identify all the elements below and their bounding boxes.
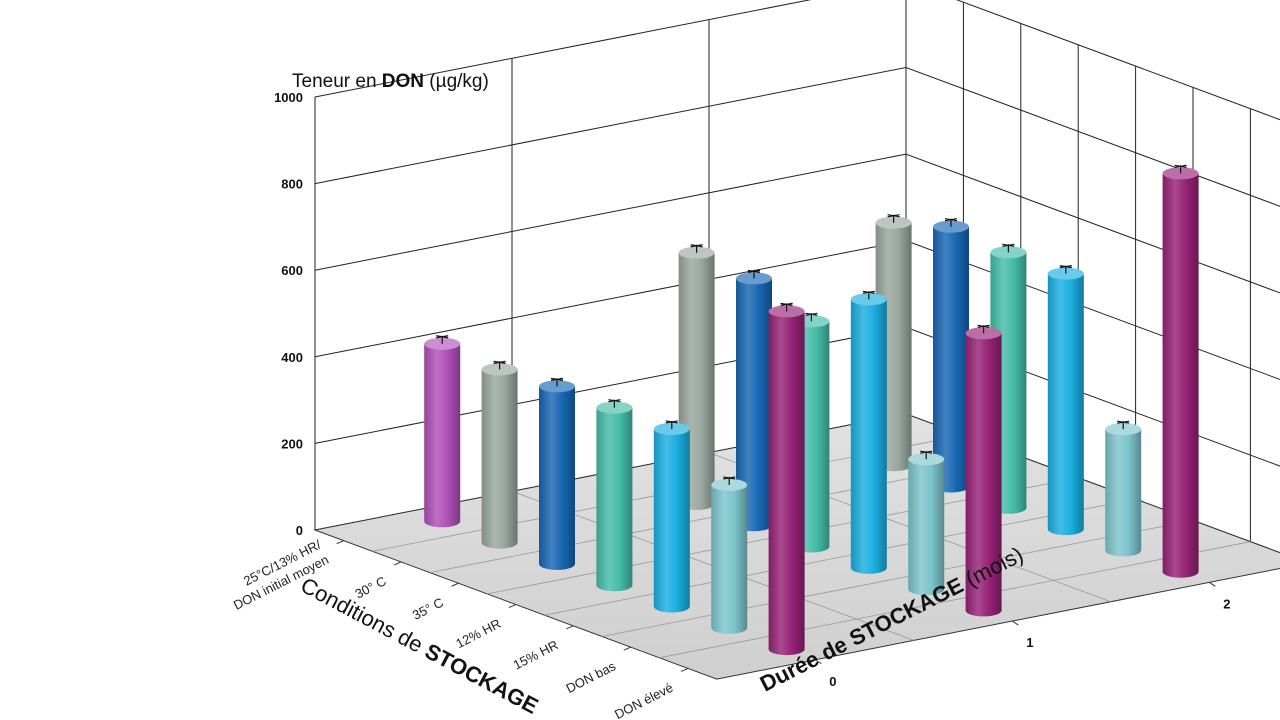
bars [424,164,1199,656]
category-label: 35° C [410,595,446,623]
bar-body [965,333,1002,617]
category-label: 15% HR [511,637,561,672]
bar-body [768,311,805,656]
bar [908,450,945,596]
error-cap [1174,164,1187,168]
bar [481,360,518,549]
category-tick [680,667,689,672]
bar-body [1162,173,1199,578]
month-label: 0 [829,674,836,689]
z-tick-label: 0 [296,523,303,538]
error-cap [690,244,703,248]
bar-body [711,484,748,634]
z-tick-label: 800 [281,177,303,192]
bar-top [990,246,1027,259]
floor-gridline [544,498,1136,616]
error-cap [862,290,875,294]
bar-body [424,343,461,528]
bar-body [908,459,945,596]
error-cap [747,269,761,273]
month-labels: 0 1 2 [815,581,1231,689]
bar [539,377,575,570]
error-cap [550,377,564,381]
bar-body [933,226,969,493]
category-label: 12% HR [453,616,503,651]
error-cap [436,335,449,339]
error-cap [1059,265,1072,269]
month-label: 2 [1223,596,1230,611]
bar [933,218,969,493]
bar [736,269,772,532]
error-cap [723,476,736,480]
floor-gridline [659,541,1251,659]
category-tick [566,625,574,630]
bar-body [1047,273,1084,536]
bar-body [596,407,633,592]
floor-gridline [601,520,1194,637]
error-cap [1117,420,1130,424]
z-tick-label: 400 [281,350,303,365]
bar-body [653,428,690,613]
category-tick [623,646,631,651]
bar [850,290,887,574]
bar [965,324,1002,617]
bar-body [736,278,772,532]
bar-body [539,386,575,570]
category-label: DON bas [564,658,619,696]
error-cap [608,399,621,403]
error-cap [977,324,990,328]
z-tick-label: 1000 [274,90,303,105]
bar [653,420,690,613]
month-tick [1209,581,1216,587]
tick-labels: 0 200 400 600 800 1000 [274,90,303,538]
bar [1105,420,1142,557]
bar-body [481,369,518,549]
bar [711,476,748,634]
bar [424,335,461,528]
bar-body [1105,429,1142,557]
bar [596,399,633,592]
bar [768,302,805,656]
category-tick [508,604,517,609]
bar [1162,164,1199,578]
z-tick-label: 600 [281,263,303,278]
bar [1047,265,1084,536]
category-tick [451,582,459,587]
error-cap [887,214,900,218]
bar-body [850,299,887,574]
error-cap [944,218,958,222]
error-cap [1002,243,1015,247]
category-tick [336,540,344,545]
category-label: DON élevé [612,680,675,720]
z-axis-title: Teneur en DON (µg/kg) [292,71,489,92]
error-cap [805,312,818,316]
error-cap [665,420,678,424]
category-tick [393,561,402,566]
month-label: 1 [1026,635,1033,650]
month-tick [1012,620,1019,626]
error-cap [920,450,933,454]
error-cap [493,360,506,364]
month-tick [815,659,822,665]
z-tick-label: 200 [281,436,303,451]
category-label: 30° C [353,573,389,601]
bar-top [678,246,715,259]
error-cap [780,302,793,306]
